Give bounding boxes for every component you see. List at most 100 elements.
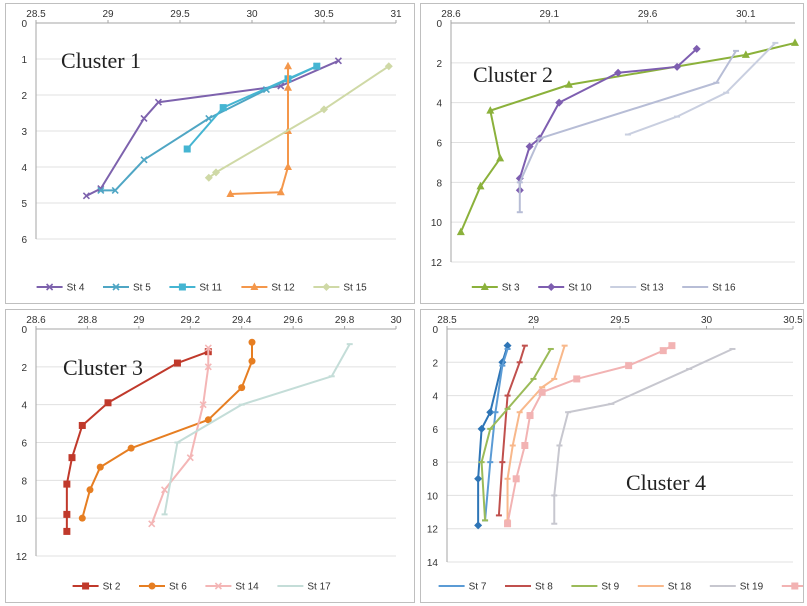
- chart-panel-cluster-3: 0 2 4 6 8 10 12 28.6 28.8 29 29.2 29.4 29.6 29.8 30 St …: [5, 309, 415, 603]
- x-tick-label: 31: [390, 9, 402, 20]
- y-tick-label: 12: [431, 258, 443, 269]
- x-tick-label: 30: [246, 9, 258, 20]
- data-point: [82, 192, 90, 200]
- data-point: [111, 186, 119, 194]
- legend-label: St 18: [668, 582, 692, 593]
- data-point: [284, 61, 292, 70]
- data-point: [526, 412, 534, 420]
- data-point: [173, 359, 181, 367]
- data-point: [512, 475, 520, 483]
- x-tick-label: 29: [102, 9, 114, 20]
- data-point: [791, 38, 799, 46]
- data-point: [538, 388, 546, 396]
- series-line: [518, 48, 698, 191]
- data-point: [564, 80, 573, 88]
- chart-title: Cluster 1: [61, 48, 142, 73]
- legend-marker: [480, 282, 489, 290]
- legend-marker: [148, 582, 156, 590]
- data-point: [741, 50, 750, 58]
- chart-title: Cluster 3: [63, 355, 144, 380]
- data-point: [204, 363, 212, 371]
- y-tick-label: 6: [21, 235, 27, 246]
- chart-svg: 0 2 4 6 8 10 12 28.6 28.8 29 29.2 29.4 29.6 29.8 30 St …: [16, 315, 402, 593]
- x-tick-label: 29: [528, 315, 540, 326]
- x-tick-label: 28.6: [26, 315, 46, 326]
- x-tick-label: 30: [701, 315, 713, 326]
- series-line: [163, 343, 351, 515]
- y-tick-label: 4: [21, 163, 27, 174]
- y-tick-label: 0: [436, 19, 442, 30]
- data-point: [496, 153, 505, 162]
- series-line: [186, 65, 318, 150]
- legend-label: St 12: [271, 283, 295, 294]
- x-tick-label: 30: [390, 315, 402, 326]
- data-point: [140, 114, 148, 122]
- data-point: [476, 181, 485, 190]
- series-st-7: [482, 347, 511, 522]
- y-tick-label: 12: [427, 525, 439, 536]
- y-tick-label: 6: [432, 425, 438, 436]
- series-st-13: [624, 41, 779, 136]
- legend-label: St 6: [169, 582, 187, 593]
- chart-title: Cluster 2: [473, 62, 554, 87]
- data-point: [474, 521, 483, 530]
- legend-label: St 2: [103, 582, 121, 593]
- legend-marker: [214, 582, 222, 590]
- x-tick-label: 30.1: [736, 9, 756, 20]
- data-point: [63, 510, 71, 518]
- data-point: [573, 375, 581, 383]
- data-point: [248, 357, 256, 365]
- data-point: [104, 399, 112, 407]
- x-tick-label: 29.5: [170, 9, 190, 20]
- series-st-18: [504, 344, 568, 522]
- y-tick-label: 3: [21, 127, 27, 138]
- data-point: [692, 44, 701, 53]
- legend-marker: [250, 282, 259, 290]
- x-tick-label: 29.6: [638, 9, 658, 20]
- data-point: [212, 168, 220, 177]
- series-line: [65, 350, 209, 532]
- x-tick-label: 28.8: [78, 315, 98, 326]
- data-point: [625, 362, 633, 370]
- x-tick-label: 28.5: [26, 9, 46, 20]
- x-tick-label: 29.6: [283, 315, 303, 326]
- series-st-6: [78, 338, 256, 522]
- legend-marker: [322, 283, 331, 291]
- data-point: [127, 444, 135, 452]
- series-st-12: [226, 61, 292, 197]
- series-line: [480, 348, 552, 521]
- x-tick-label: 30.5: [783, 315, 803, 326]
- series-st-19: [551, 347, 736, 525]
- x-tick-label: 28.5: [437, 315, 457, 326]
- series-st-8: [495, 344, 528, 517]
- legend-marker: [112, 283, 120, 291]
- legend-marker: [791, 582, 799, 590]
- data-point: [161, 486, 169, 494]
- data-point: [334, 57, 342, 65]
- series-st-9: [478, 347, 554, 522]
- y-tick-label: 10: [427, 491, 439, 502]
- series-line: [150, 347, 210, 525]
- y-tick-label: 8: [432, 458, 438, 469]
- x-tick-label: 28.6: [441, 9, 461, 20]
- y-tick-label: 4: [436, 99, 442, 110]
- data-point: [659, 347, 667, 355]
- y-tick-label: 1: [21, 55, 27, 66]
- y-tick-label: 0: [21, 325, 27, 336]
- data-point: [555, 98, 564, 107]
- series-st-17: [161, 343, 353, 516]
- legend-label: St 9: [601, 582, 619, 593]
- data-point: [63, 527, 71, 535]
- data-point: [238, 384, 246, 392]
- data-point: [199, 401, 207, 409]
- data-point: [320, 105, 328, 114]
- data-point: [219, 104, 227, 112]
- data-point: [86, 486, 94, 494]
- legend-label: St 11: [199, 283, 222, 294]
- series-st-15: [204, 62, 393, 182]
- x-tick-label: 30.5: [314, 9, 334, 20]
- legend-label: St 8: [535, 582, 553, 593]
- y-tick-label: 10: [16, 514, 28, 525]
